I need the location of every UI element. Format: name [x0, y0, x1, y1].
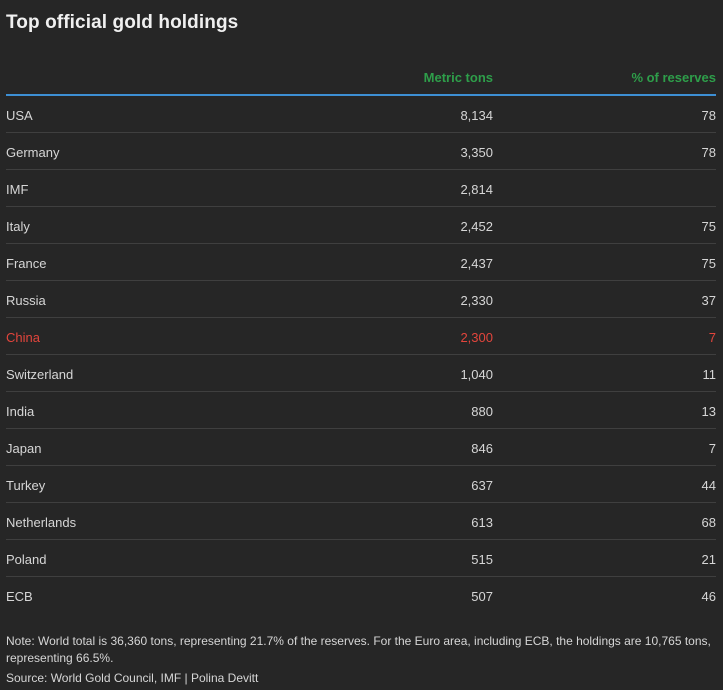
pct-reserves-cell: 75 — [701, 219, 716, 234]
metric-tons-cell: 2,437 — [460, 256, 493, 271]
metric-tons-cell: 880 — [471, 404, 493, 419]
table-row: USA 8,134 78 — [6, 96, 716, 133]
metric-tons-cell: 637 — [471, 478, 493, 493]
country-cell: Japan — [6, 441, 42, 456]
country-cell: Germany — [6, 145, 60, 160]
table-row: Japan 846 7 — [6, 429, 716, 466]
metric-tons-cell: 3,350 — [460, 145, 493, 160]
country-cell: ECB — [6, 589, 33, 604]
source-line: Source: World Gold Council, IMF | Polina… — [6, 671, 259, 685]
metric-tons-cell: 507 — [471, 589, 493, 604]
footnote: Note: World total is 36,360 tons, repres… — [6, 634, 711, 665]
country-cell: Poland — [6, 552, 47, 567]
table-row: Italy 2,452 75 — [6, 207, 716, 244]
pct-reserves-cell: 46 — [701, 589, 716, 604]
country-cell: Italy — [6, 219, 30, 234]
table-row: Germany 3,350 78 — [6, 133, 716, 170]
table-row: IMF 2,814 — [6, 170, 716, 207]
metric-tons-cell: 2,814 — [460, 182, 493, 197]
country-cell: Netherlands — [6, 515, 77, 530]
table-row: Russia 2,330 37 — [6, 281, 716, 318]
country-cell: Russia — [6, 293, 46, 308]
pct-reserves-cell: 7 — [708, 330, 716, 345]
metric-tons-cell: 613 — [471, 515, 493, 530]
pct-reserves-cell: 68 — [701, 515, 716, 530]
country-cell: Switzerland — [6, 367, 74, 382]
country-cell: India — [6, 404, 35, 419]
pct-reserves-cell: 37 — [701, 293, 716, 308]
table-row: Poland 515 21 — [6, 540, 716, 577]
metric-tons-cell: 515 — [471, 552, 493, 567]
table-row: Switzerland 1,040 11 — [6, 355, 716, 392]
metric-tons-cell: 1,040 — [460, 367, 493, 382]
metric-tons-cell: 2,330 — [460, 293, 493, 308]
country-cell: IMF — [6, 182, 29, 197]
metric-tons-cell: 2,300 — [460, 330, 493, 345]
table-row: France 2,437 75 — [6, 244, 716, 281]
pct-reserves-cell: 78 — [701, 108, 716, 123]
table-header: Metric tons % of reserves — [6, 62, 716, 96]
table-body: USA 8,134 78 Germany 3,350 78 IMF 2,814 Italy 2,4… — [6, 96, 716, 613]
country-cell: USA — [6, 108, 33, 123]
country-cell: France — [6, 256, 47, 271]
metric-tons-cell: 846 — [471, 441, 493, 456]
header-metric-tons: Metric tons — [423, 70, 493, 85]
table-row: China 2,300 7 — [6, 318, 716, 355]
header-pct-reserves: % of reserves — [631, 70, 716, 85]
country-cell: Turkey — [6, 478, 46, 493]
table-row: ECB 507 46 — [6, 577, 716, 613]
table-row: Netherlands 613 68 — [6, 503, 716, 540]
country-cell: China — [6, 330, 40, 345]
table-row: Turkey 637 44 — [6, 466, 716, 503]
pct-reserves-cell: 7 — [708, 441, 716, 456]
metric-tons-cell: 8,134 — [460, 108, 493, 123]
pct-reserves-cell: 44 — [701, 478, 716, 493]
pct-reserves-cell: 13 — [701, 404, 716, 419]
pct-reserves-cell: 21 — [701, 552, 716, 567]
pct-reserves-cell: 75 — [701, 256, 716, 271]
pct-reserves-cell: 78 — [701, 145, 716, 160]
table-row: India 880 13 — [6, 392, 716, 429]
metric-tons-cell: 2,452 — [460, 219, 493, 234]
chart-title: Top official gold holdings — [6, 12, 239, 33]
gold-holdings-table: Metric tons % of reserves USA 8,134 78 Germ… — [6, 62, 716, 613]
pct-reserves-cell: 11 — [702, 367, 717, 382]
